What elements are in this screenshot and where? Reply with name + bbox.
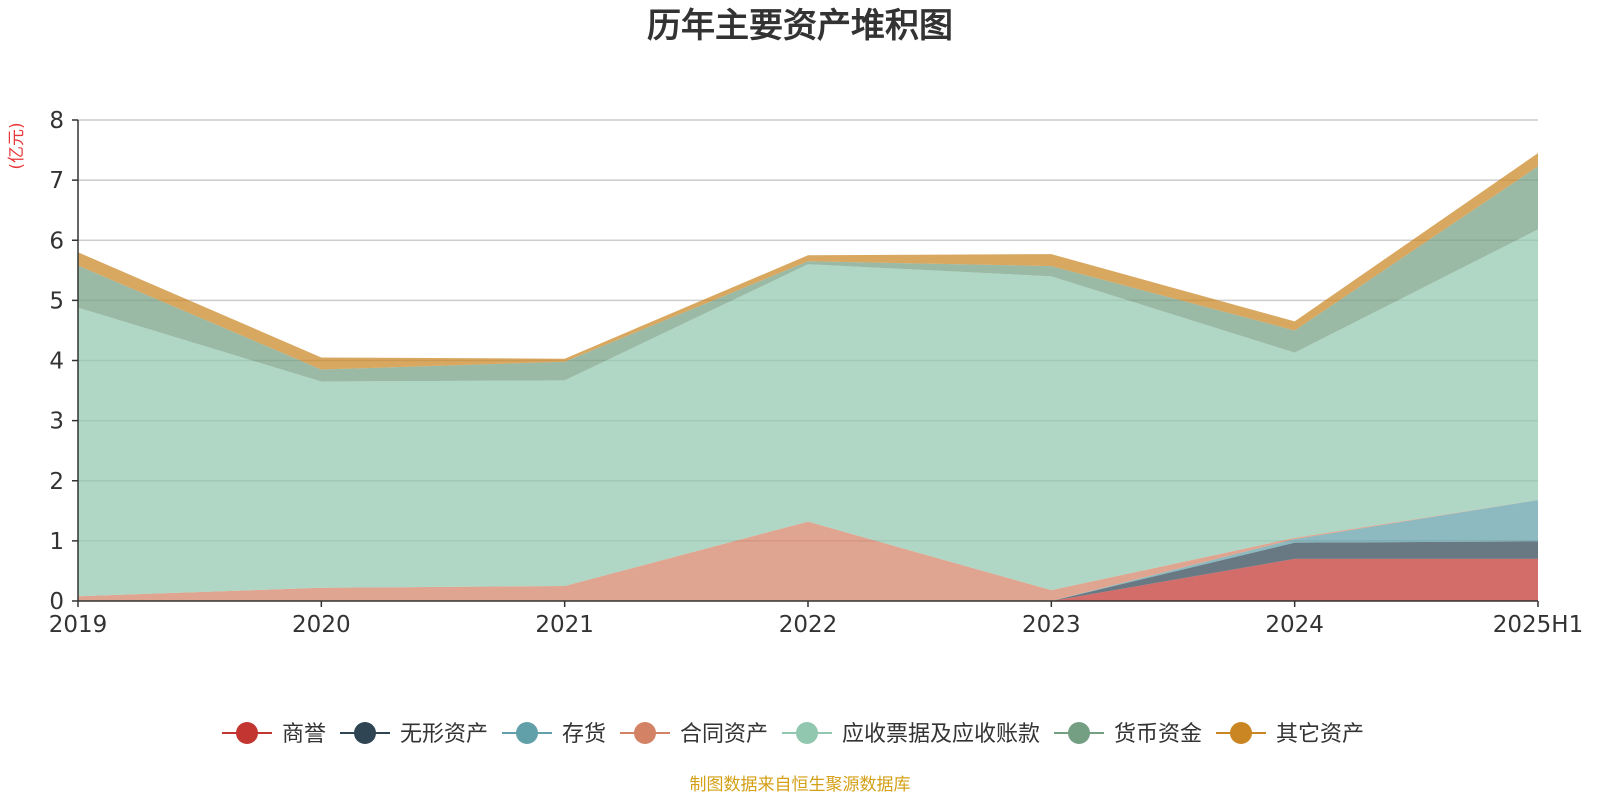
axes bbox=[72, 119, 1539, 607]
legend-marker-1 bbox=[354, 722, 376, 744]
area-series-3 bbox=[78, 499, 1538, 601]
area-series-1 bbox=[78, 541, 1538, 601]
area-series-0 bbox=[78, 558, 1538, 601]
legend-item-5[interactable]: 货币资金 bbox=[1054, 722, 1202, 747]
area-series-4 bbox=[78, 229, 1538, 597]
legend-item-6[interactable]: 其它资产 bbox=[1216, 722, 1364, 747]
x-tick-label-2022: 2022 bbox=[779, 612, 838, 638]
area-series-6 bbox=[78, 153, 1538, 370]
y-tick-label-2: 2 bbox=[49, 469, 64, 495]
legend-label-6: 其它资产 bbox=[1276, 722, 1364, 747]
y-axis-unit-label: (亿元) bbox=[7, 122, 27, 169]
y-tick-label-7: 7 bbox=[49, 168, 64, 194]
x-tick-label-2023: 2023 bbox=[1022, 612, 1081, 638]
legend-item-2[interactable]: 存货 bbox=[502, 722, 606, 747]
y-tick-label-4: 4 bbox=[49, 349, 64, 375]
y-tick-label-8: 8 bbox=[49, 108, 64, 134]
legend-marker-0 bbox=[236, 722, 258, 744]
y-tick-labels: 0 1 2 3 4 5 6 7 8 bbox=[49, 108, 64, 615]
x-tick-label-2020: 2020 bbox=[292, 612, 351, 638]
legend-item-1[interactable]: 无形资产 bbox=[340, 722, 488, 747]
legend-item-0[interactable]: 商誉 bbox=[222, 722, 326, 747]
legend-label-0: 商誉 bbox=[282, 722, 326, 747]
x-tick-label-2025H1: 2025H1 bbox=[1493, 612, 1583, 638]
area-series bbox=[78, 153, 1538, 601]
legend-item-3[interactable]: 合同资产 bbox=[620, 722, 768, 747]
legend-marker-4 bbox=[796, 722, 818, 744]
legend: 商誉 无形资产 存货 合同资产 应收票据及应收账款 货币资金 其它资产 bbox=[222, 722, 1364, 747]
legend-item-4[interactable]: 应收票据及应收账款 bbox=[782, 722, 1040, 747]
legend-label-5: 货币资金 bbox=[1114, 722, 1202, 747]
x-tick-label-2019: 2019 bbox=[49, 612, 108, 638]
y-tick-label-3: 3 bbox=[49, 409, 64, 435]
x-tick-label-2024: 2024 bbox=[1265, 612, 1324, 638]
y-tick-label-5: 5 bbox=[49, 288, 64, 314]
legend-marker-3 bbox=[634, 722, 656, 744]
legend-label-4: 应收票据及应收账款 bbox=[842, 722, 1040, 747]
legend-label-2: 存货 bbox=[562, 722, 606, 747]
x-tick-labels: 2019 2020 2021 2022 2023 2024 2025H1 bbox=[49, 612, 1584, 638]
legend-marker-5 bbox=[1068, 722, 1090, 744]
legend-marker-6 bbox=[1230, 722, 1252, 744]
x-tick-label-2021: 2021 bbox=[535, 612, 594, 638]
source-note: 制图数据来自恒生聚源数据库 bbox=[690, 775, 911, 795]
y-tick-label-6: 6 bbox=[49, 228, 64, 254]
legend-label-3: 合同资产 bbox=[680, 722, 768, 747]
legend-label-1: 无形资产 bbox=[400, 722, 488, 747]
y-tick-label-1: 1 bbox=[49, 529, 64, 555]
legend-marker-2 bbox=[516, 722, 538, 744]
chart-title: 历年主要资产堆积图 bbox=[647, 6, 953, 46]
y-tick-label-0: 0 bbox=[49, 589, 64, 615]
